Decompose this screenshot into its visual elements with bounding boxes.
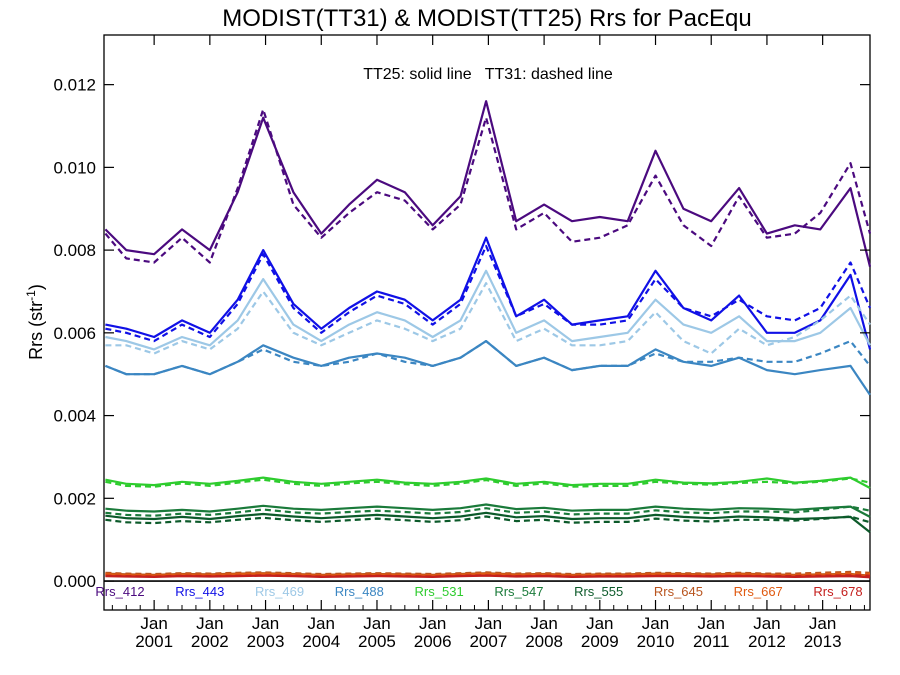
legend-entry: Rrs_645 — [654, 584, 703, 599]
y-tick-label: 0.012 — [53, 76, 96, 95]
x-tick-year: 2008 — [525, 632, 563, 651]
x-tick-year: 2011 — [693, 632, 730, 651]
y-axis-label: Rrs (str-1) — [24, 284, 46, 360]
rrs-547-dashed-line — [105, 505, 871, 517]
series-lines — [104, 100, 872, 582]
line-style-annotation: TT25: solid line TT31: dashed line — [363, 66, 613, 83]
y-tick-label: 0.002 — [53, 489, 96, 508]
y-tick-label: 0.004 — [53, 407, 96, 426]
y-tick-label: 0.006 — [53, 324, 96, 343]
x-axis: Jan2001Jan2002Jan2003Jan2004Jan2005Jan20… — [111, 35, 865, 651]
rrs-531-solid-line — [105, 476, 871, 489]
x-tick-month: Jan — [530, 614, 557, 633]
x-tick-month: Jan — [140, 614, 167, 633]
x-tick-month: Jan — [753, 614, 780, 633]
legend-entry: Rrs_531 — [415, 584, 464, 599]
rrs-531-dashed-line — [105, 477, 871, 488]
x-tick-month: Jan — [308, 614, 335, 633]
rrs-469-dashed-line — [105, 282, 871, 355]
y-axis-label-main: Rrs (str — [26, 301, 46, 360]
x-tick-month: Jan — [642, 614, 669, 633]
rrs-443-dashed-line — [105, 244, 872, 343]
rrs-488-dashed-line — [104, 340, 871, 376]
x-tick-year: 2012 — [748, 632, 786, 651]
legend-entry: Rrs_443 — [175, 584, 224, 599]
y-tick-label: 0.000 — [53, 572, 96, 591]
x-tick-year: 2007 — [469, 632, 507, 651]
legend-entry: Rrs_555 — [574, 584, 623, 599]
rrs-555-dashed-line — [105, 515, 871, 525]
x-tick-year: 2001 — [135, 632, 173, 651]
y-axis: 0.000 0.002 0.004 0.006 0.008 0.010 0.012 — [53, 76, 870, 591]
rrs-443-solid-line — [105, 236, 872, 350]
x-tick-month: Jan — [363, 614, 390, 633]
y-tick-label: 0.010 — [53, 158, 96, 177]
plot-frame — [103, 34, 871, 611]
x-tick-year: 2005 — [358, 632, 396, 651]
x-tick-month: Jan — [475, 614, 502, 633]
x-tick-month: Jan — [419, 614, 446, 633]
legend-entry: Rrs_412 — [95, 584, 144, 599]
x-tick-month: Jan — [698, 614, 725, 633]
y-tick-label: 0.008 — [53, 241, 96, 260]
rrs-645-dashed-line — [105, 570, 871, 576]
x-tick-year: 2013 — [804, 632, 842, 651]
rrs-412-solid-line — [104, 100, 872, 267]
rrs-469-solid-line — [105, 269, 871, 351]
legend-entry: Rrs_547 — [494, 584, 543, 599]
rrs-555-solid-line — [105, 511, 871, 534]
rrs-547-solid-line — [105, 503, 871, 518]
y-axis-label-close: ) — [26, 284, 46, 290]
x-tick-year: 2009 — [581, 632, 619, 651]
rrs-488-solid-line — [104, 340, 871, 396]
legend-entry: Rrs_678 — [813, 584, 862, 599]
x-tick-year: 2003 — [247, 632, 285, 651]
x-tick-year: 2004 — [302, 632, 340, 651]
x-tick-month: Jan — [586, 614, 613, 633]
x-tick-month: Jan — [809, 614, 836, 633]
x-tick-month: Jan — [252, 614, 279, 633]
x-tick-year: 2006 — [414, 632, 452, 651]
rrs-667-dashed-line — [105, 572, 871, 577]
legend-entry: Rrs_488 — [335, 584, 384, 599]
legend-entry: Rrs_667 — [734, 584, 783, 599]
x-tick-year: 2002 — [191, 632, 229, 651]
legend: Rrs_412 Rrs_443 Rrs_469 Rrs_488 Rrs_531 Rrs_5… — [95, 584, 862, 599]
y-axis-label-exponent: -1 — [24, 290, 38, 301]
legend-entry: Rrs_469 — [255, 584, 304, 599]
chart-title: MODIST(TT31) & MODIST(TT25) Rrs for PacE… — [222, 5, 751, 32]
x-tick-month: Jan — [196, 614, 223, 633]
rrs-678-dashed-line — [105, 574, 871, 578]
x-tick-year: 2010 — [637, 632, 675, 651]
